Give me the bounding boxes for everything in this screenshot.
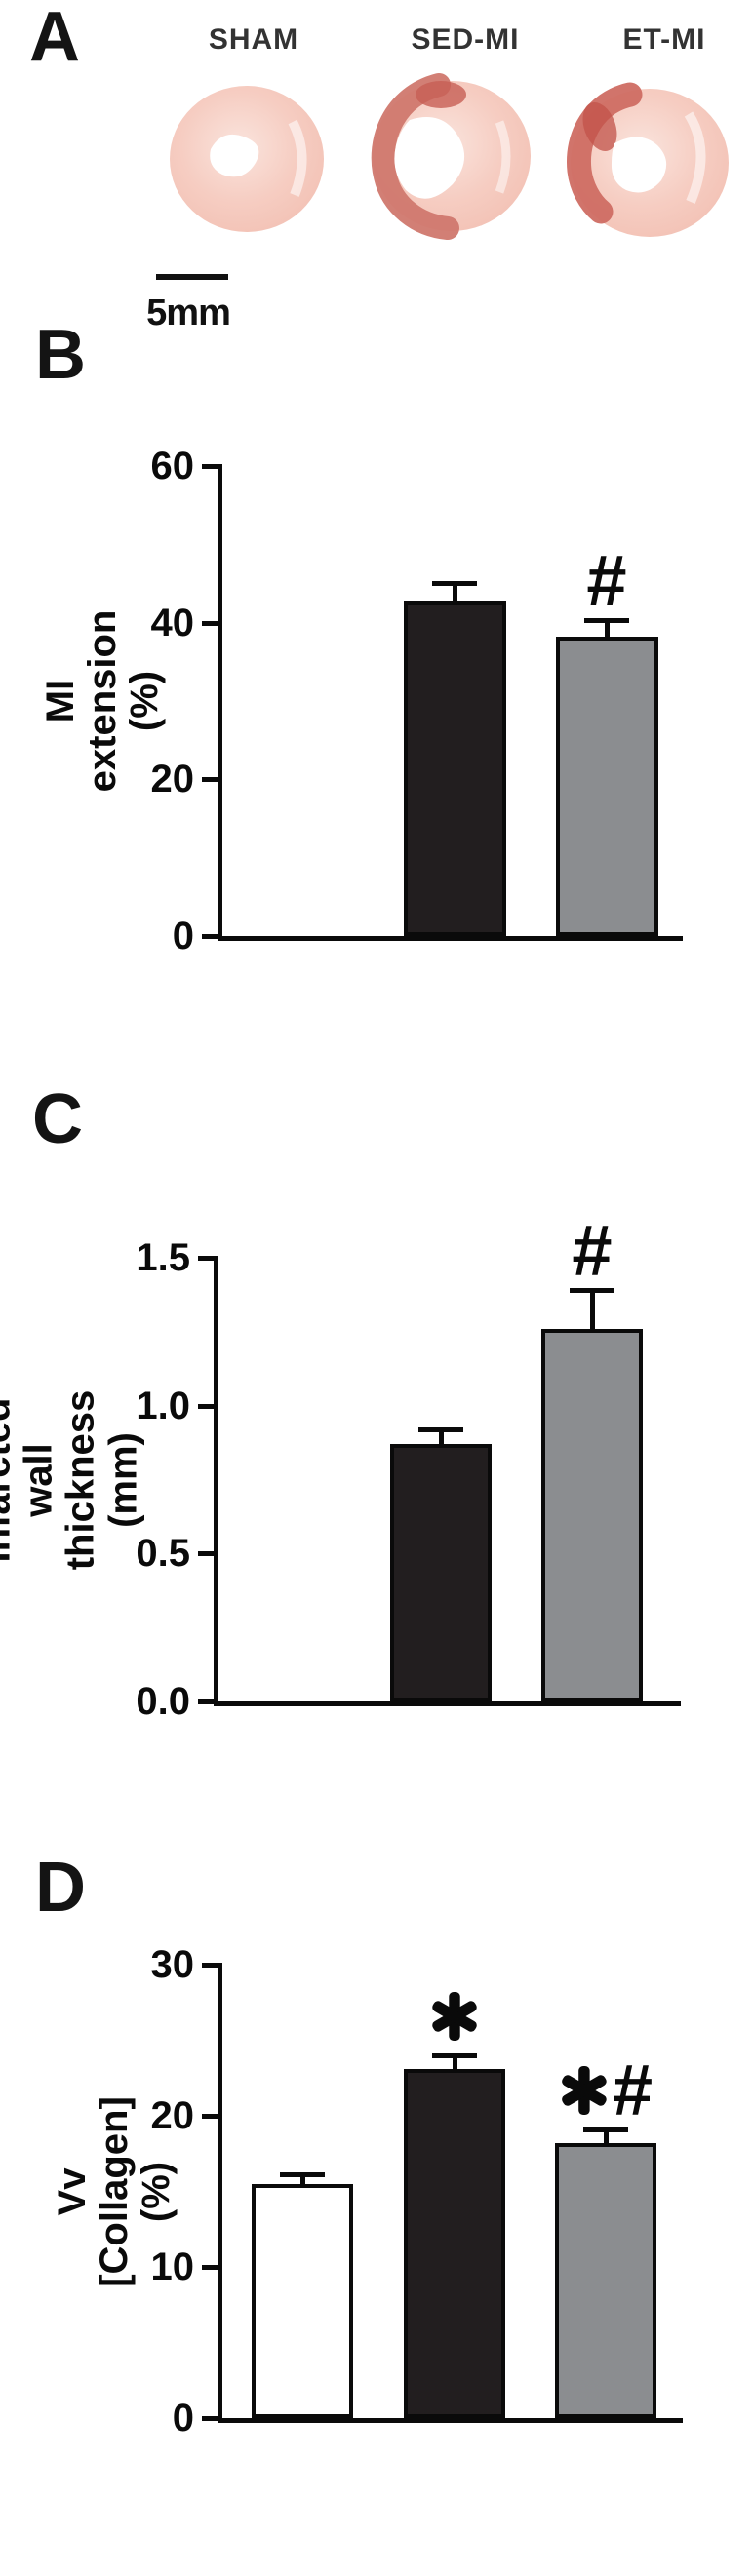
bar-et-mi (555, 637, 658, 936)
error-bar-line (453, 2055, 457, 2071)
bar-et-mi (555, 2143, 656, 2418)
bar-sed-mi (403, 601, 506, 936)
hash-annotation: # (572, 1210, 613, 1291)
y-axis-line (218, 464, 222, 941)
x-axis-line (218, 936, 683, 941)
significance-annotation: # (572, 1210, 613, 1291)
asterisk-icon (562, 2066, 607, 2115)
error-bar-line (604, 2129, 609, 2145)
y-tick-label: 0 (172, 915, 194, 957)
scale-bar-label: 5mm (146, 293, 231, 333)
error-bar-line (590, 1290, 595, 1330)
bar-sed-mi (404, 2069, 505, 2418)
significance-annotation: # (559, 2049, 654, 2130)
y-tick-label: 0 (172, 2397, 194, 2439)
x-axis-line (218, 2418, 683, 2423)
y-axis-tick (198, 1256, 214, 1261)
bar-sed-mi (390, 1444, 492, 1701)
heart-sections-image (170, 73, 729, 240)
panel-c-label: C (32, 1080, 83, 1158)
y-tick-label: 60 (150, 445, 195, 488)
error-bar-cap (418, 1427, 463, 1432)
significance-annotation (429, 1989, 480, 2044)
y-axis-tick (202, 621, 218, 626)
y-axis-line (218, 1963, 222, 2423)
y-tick-label: 0.0 (136, 1680, 190, 1723)
y-tick-label: 20 (150, 758, 195, 800)
y-axis-tick (202, 934, 218, 939)
error-bar-cap (583, 2127, 628, 2132)
y-axis-tick (202, 2265, 218, 2270)
bar-et-mi (541, 1329, 643, 1701)
asterisk-icon (432, 1992, 477, 2041)
error-bar-cap (432, 2053, 477, 2058)
bar-sham (252, 2184, 353, 2418)
y-axis-tick (202, 777, 218, 782)
error-bar-cap (570, 1288, 614, 1293)
y-axis-tick (198, 1551, 214, 1556)
y-tick-label: 30 (150, 1943, 195, 1986)
y-tick-label: 10 (150, 2245, 195, 2288)
panel-a-column-label-et-mi: ET-MI (622, 23, 706, 56)
y-tick-label: 0.5 (136, 1532, 190, 1575)
heart-section-sed-mi (371, 73, 531, 240)
y-axis-line (214, 1256, 218, 1706)
y-axis-tick (198, 1404, 214, 1409)
y-tick-label: 40 (150, 602, 195, 644)
heart-section-sham (170, 86, 324, 232)
y-axis-title: MI extension (%) (39, 609, 167, 793)
error-bar-line (605, 620, 610, 639)
x-axis-line (214, 1701, 681, 1706)
y-tick-label: 1.5 (136, 1236, 190, 1279)
y-axis-title: Vv [Collagen] (%) (51, 2096, 178, 2287)
significance-annotation: # (586, 540, 627, 621)
panel-a-column-label-sed-mi: SED-MI (411, 23, 520, 56)
y-axis-tick (202, 1963, 218, 1968)
y-tick-label: 1.0 (136, 1385, 190, 1427)
y-axis-tick (202, 2416, 218, 2421)
error-bar-line (453, 583, 457, 603)
panel-a-label: A (29, 0, 80, 76)
panel-d-label: D (35, 1849, 86, 1927)
hash-annotation: # (586, 540, 627, 621)
error-bar-line (439, 1429, 444, 1446)
y-axis-tick (202, 464, 218, 469)
hash-annotation: # (612, 2049, 654, 2130)
error-bar-cap (432, 581, 477, 586)
scale-bar (156, 274, 228, 280)
y-axis-tick (198, 1699, 214, 1704)
panel-a-column-label-sham: SHAM (208, 23, 299, 56)
y-axis-tick (202, 2114, 218, 2119)
y-tick-label: 20 (150, 2094, 195, 2137)
panel-b-label: B (35, 316, 86, 394)
error-bar-line (300, 2174, 305, 2185)
y-axis-title: Infarcted wall thickness (mm) (0, 1389, 145, 1571)
error-bar-cap (280, 2172, 325, 2177)
heart-section-et-mi (567, 82, 729, 237)
error-bar-cap (584, 618, 629, 623)
